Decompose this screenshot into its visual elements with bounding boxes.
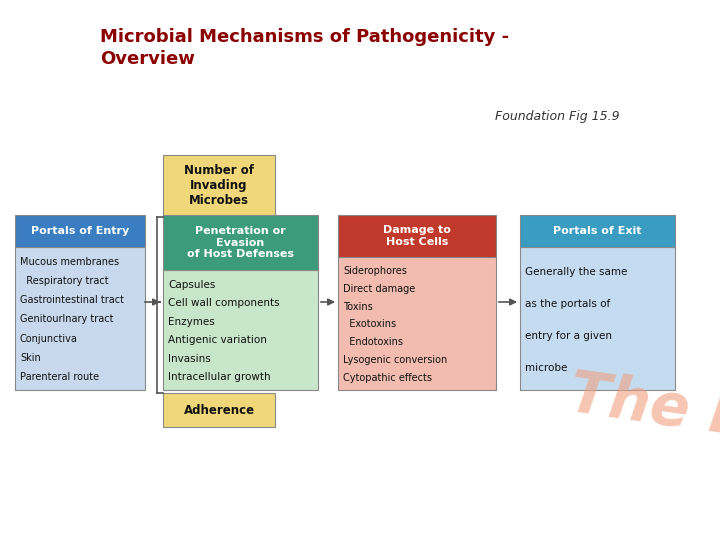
Text: Genitourlnary tract: Genitourlnary tract (20, 314, 114, 325)
Bar (520, 247, 675, 390)
Text: Number of
Invading
Microbes: Number of Invading Microbes (184, 165, 254, 207)
Text: Portals of Entry: Portals of Entry (31, 226, 129, 236)
Text: Generally the same: Generally the same (525, 267, 627, 278)
Text: Portals of Exit: Portals of Exit (553, 226, 642, 236)
Bar (338, 257, 496, 390)
Text: Direct damage: Direct damage (343, 284, 415, 294)
Text: Parenteral route: Parenteral route (20, 372, 99, 382)
Text: Endotoxins: Endotoxins (343, 337, 403, 347)
Text: Siderophores: Siderophores (343, 266, 407, 276)
Bar (163, 270, 318, 390)
Text: Gastrointestinal tract: Gastrointestinal tract (20, 295, 124, 306)
Text: Mucous membranes: Mucous membranes (20, 257, 119, 267)
Bar (163, 393, 275, 427)
Text: Foundation Fig 15.9: Foundation Fig 15.9 (495, 110, 620, 123)
Text: Adherence: Adherence (184, 403, 255, 416)
Text: Toxins: Toxins (343, 302, 373, 312)
Text: Antigenic variation: Antigenic variation (168, 335, 267, 345)
Text: Penetration or
Evasion
of Host Defenses: Penetration or Evasion of Host Defenses (187, 226, 294, 259)
Bar (15, 215, 145, 247)
Text: Conjunctiva: Conjunctiva (20, 334, 78, 343)
Text: Invasins: Invasins (168, 354, 211, 363)
Text: Exotoxins: Exotoxins (343, 319, 396, 329)
Text: microbe: microbe (525, 363, 567, 373)
Text: Intracellular growth: Intracellular growth (168, 372, 271, 382)
Bar (15, 247, 145, 390)
Text: Cytopathic effects: Cytopathic effects (343, 373, 432, 382)
Bar (520, 215, 675, 247)
Text: as the portals of: as the portals of (525, 299, 611, 309)
Text: Lysogenic conversion: Lysogenic conversion (343, 355, 447, 365)
Text: Respiratory tract: Respiratory tract (20, 276, 109, 286)
Text: Damage to
Host Cells: Damage to Host Cells (383, 225, 451, 247)
Bar (163, 215, 318, 270)
Text: Cell wall components: Cell wall components (168, 298, 279, 308)
Bar (338, 215, 496, 257)
Text: Enzymes: Enzymes (168, 316, 215, 327)
Text: Microbial Mechanisms of Pathogenicity -
Overview: Microbial Mechanisms of Pathogenicity - … (100, 28, 509, 68)
Text: Capsules: Capsules (168, 280, 215, 290)
Text: Skin: Skin (20, 353, 41, 362)
Text: entry for a given: entry for a given (525, 331, 612, 341)
Text: The End: The End (565, 367, 720, 460)
Bar (163, 155, 275, 217)
